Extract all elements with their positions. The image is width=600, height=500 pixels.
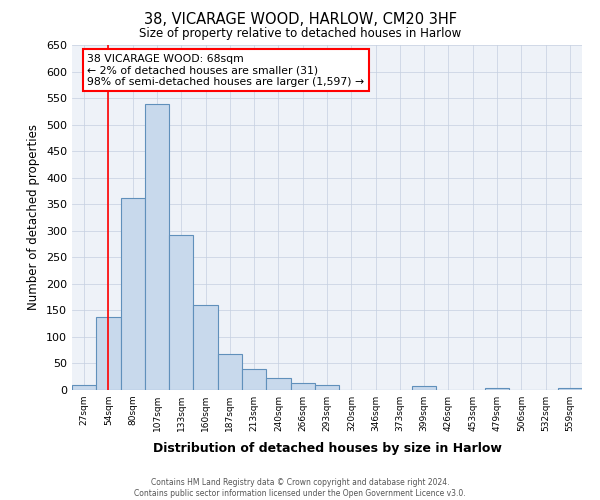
Bar [218, 354, 242, 390]
Bar [193, 305, 218, 390]
Text: 38, VICARAGE WOOD, HARLOW, CM20 3HF: 38, VICARAGE WOOD, HARLOW, CM20 3HF [143, 12, 457, 28]
Bar [485, 388, 509, 390]
Text: Contains HM Land Registry data © Crown copyright and database right 2024.
Contai: Contains HM Land Registry data © Crown c… [134, 478, 466, 498]
Bar [242, 369, 266, 390]
Bar [558, 388, 582, 390]
Bar [121, 198, 145, 390]
Bar [315, 384, 339, 390]
Bar [145, 104, 169, 390]
Bar [290, 382, 315, 390]
Bar [96, 318, 121, 390]
Y-axis label: Number of detached properties: Number of detached properties [28, 124, 40, 310]
Text: 38 VICARAGE WOOD: 68sqm
← 2% of detached houses are smaller (31)
98% of semi-det: 38 VICARAGE WOOD: 68sqm ← 2% of detached… [88, 54, 364, 87]
Bar [266, 378, 290, 390]
Bar [72, 384, 96, 390]
Bar [412, 386, 436, 390]
Bar [169, 235, 193, 390]
X-axis label: Distribution of detached houses by size in Harlow: Distribution of detached houses by size … [152, 442, 502, 456]
Text: Size of property relative to detached houses in Harlow: Size of property relative to detached ho… [139, 28, 461, 40]
